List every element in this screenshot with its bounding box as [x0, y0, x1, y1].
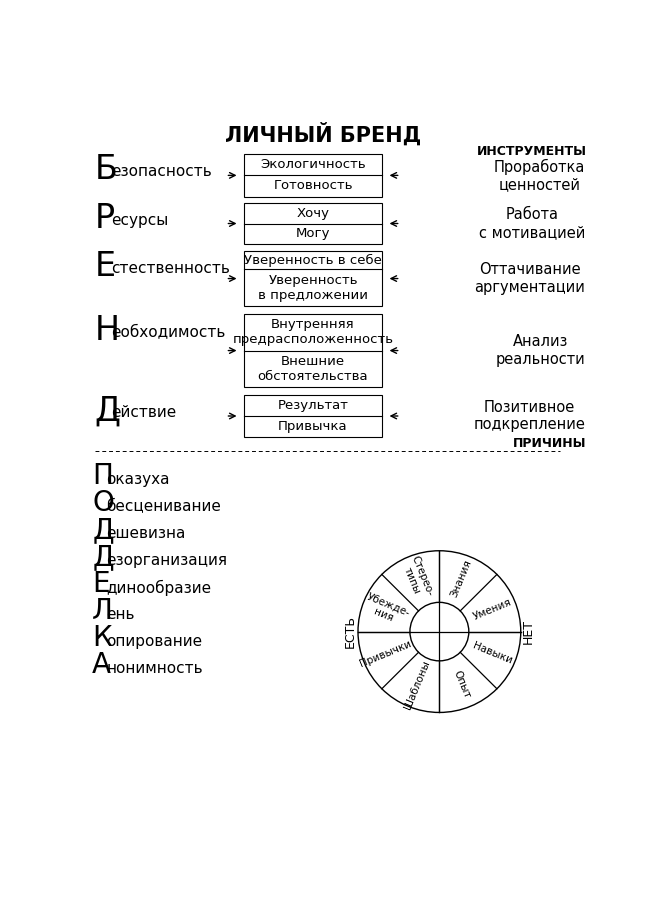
Text: стественность: стественность — [111, 261, 229, 276]
Text: А: А — [92, 651, 111, 679]
Text: Знания: Знания — [450, 558, 474, 598]
Text: Навыки: Навыки — [471, 641, 514, 666]
Text: ЕСТЬ: ЕСТЬ — [343, 615, 357, 648]
Text: Уверенность
в предложении: Уверенность в предложении — [258, 274, 368, 302]
Text: П: П — [92, 463, 113, 491]
Text: Оттачивание
аргументации: Оттачивание аргументации — [474, 263, 585, 295]
Text: оказуха: оказуха — [106, 472, 170, 487]
Text: Привычки: Привычки — [359, 638, 414, 669]
Text: Работа
с мотивацией: Работа с мотивацией — [479, 207, 585, 239]
Text: О: О — [92, 490, 114, 518]
Text: К: К — [92, 624, 112, 652]
Text: ействие: ействие — [111, 405, 176, 420]
Text: Д: Д — [95, 394, 121, 428]
Text: Хочу: Хочу — [296, 207, 330, 220]
Text: Е: Е — [95, 250, 115, 284]
Bar — [244, 395, 382, 436]
Text: Уверенность в себе: Уверенность в себе — [244, 254, 382, 267]
Text: ИНСТРУМЕНТЫ: ИНСТРУМЕНТЫ — [477, 145, 587, 158]
Bar — [244, 202, 382, 244]
Text: ПРИЧИНЫ: ПРИЧИНЫ — [513, 436, 587, 450]
Text: Б: Б — [95, 153, 117, 186]
Text: ень: ень — [106, 607, 135, 622]
Text: Д: Д — [92, 516, 114, 544]
Text: есурсы: есурсы — [111, 212, 168, 228]
Text: Результат: Результат — [278, 399, 349, 412]
Text: Могу: Могу — [296, 228, 330, 240]
Text: Р: Р — [95, 202, 115, 235]
Text: ЛИЧНЫЙ БРЕНД: ЛИЧНЫЙ БРЕНД — [225, 122, 421, 145]
Text: Л: Л — [92, 597, 113, 625]
Text: Н: Н — [95, 313, 119, 346]
Text: еобходимость: еобходимость — [111, 324, 225, 339]
Text: Позитивное
подкрепление: Позитивное подкрепление — [473, 400, 585, 432]
Text: Умения: Умения — [472, 598, 513, 622]
Text: Стерео-
типы: Стерео- типы — [399, 554, 436, 602]
Text: ешевизна: ешевизна — [106, 526, 186, 541]
Text: Внешние
обстоятельства: Внешние обстоятельства — [258, 355, 369, 382]
Text: динообразие: динообразие — [106, 580, 211, 596]
Text: Привычка: Привычка — [278, 420, 348, 433]
Text: Опыт: Опыт — [452, 669, 471, 700]
Text: бесценивание: бесценивание — [106, 500, 221, 514]
Text: нонимность: нонимность — [106, 661, 203, 676]
Text: Экологичность: Экологичность — [261, 158, 366, 171]
Text: опирование: опирование — [106, 634, 202, 649]
Bar — [244, 251, 382, 306]
Text: Анализ
реальности: Анализ реальности — [495, 335, 585, 367]
Bar — [244, 154, 382, 196]
Text: Шаблоны: Шаблоны — [402, 659, 432, 710]
Bar — [244, 314, 382, 387]
Text: Е: Е — [92, 570, 110, 598]
Text: Внутренняя
предрасположенность: Внутренняя предрасположенность — [233, 319, 394, 346]
Text: Убежде-
ния: Убежде- ния — [361, 591, 411, 628]
Text: езорганизация: езорганизация — [106, 554, 227, 568]
Text: Готовность: Готовность — [273, 179, 353, 193]
Text: езопасность: езопасность — [111, 164, 211, 179]
Text: НЕТ: НЕТ — [522, 619, 535, 644]
Text: Проработка
ценностей: Проработка ценностей — [494, 158, 585, 193]
Text: Д: Д — [92, 543, 114, 572]
